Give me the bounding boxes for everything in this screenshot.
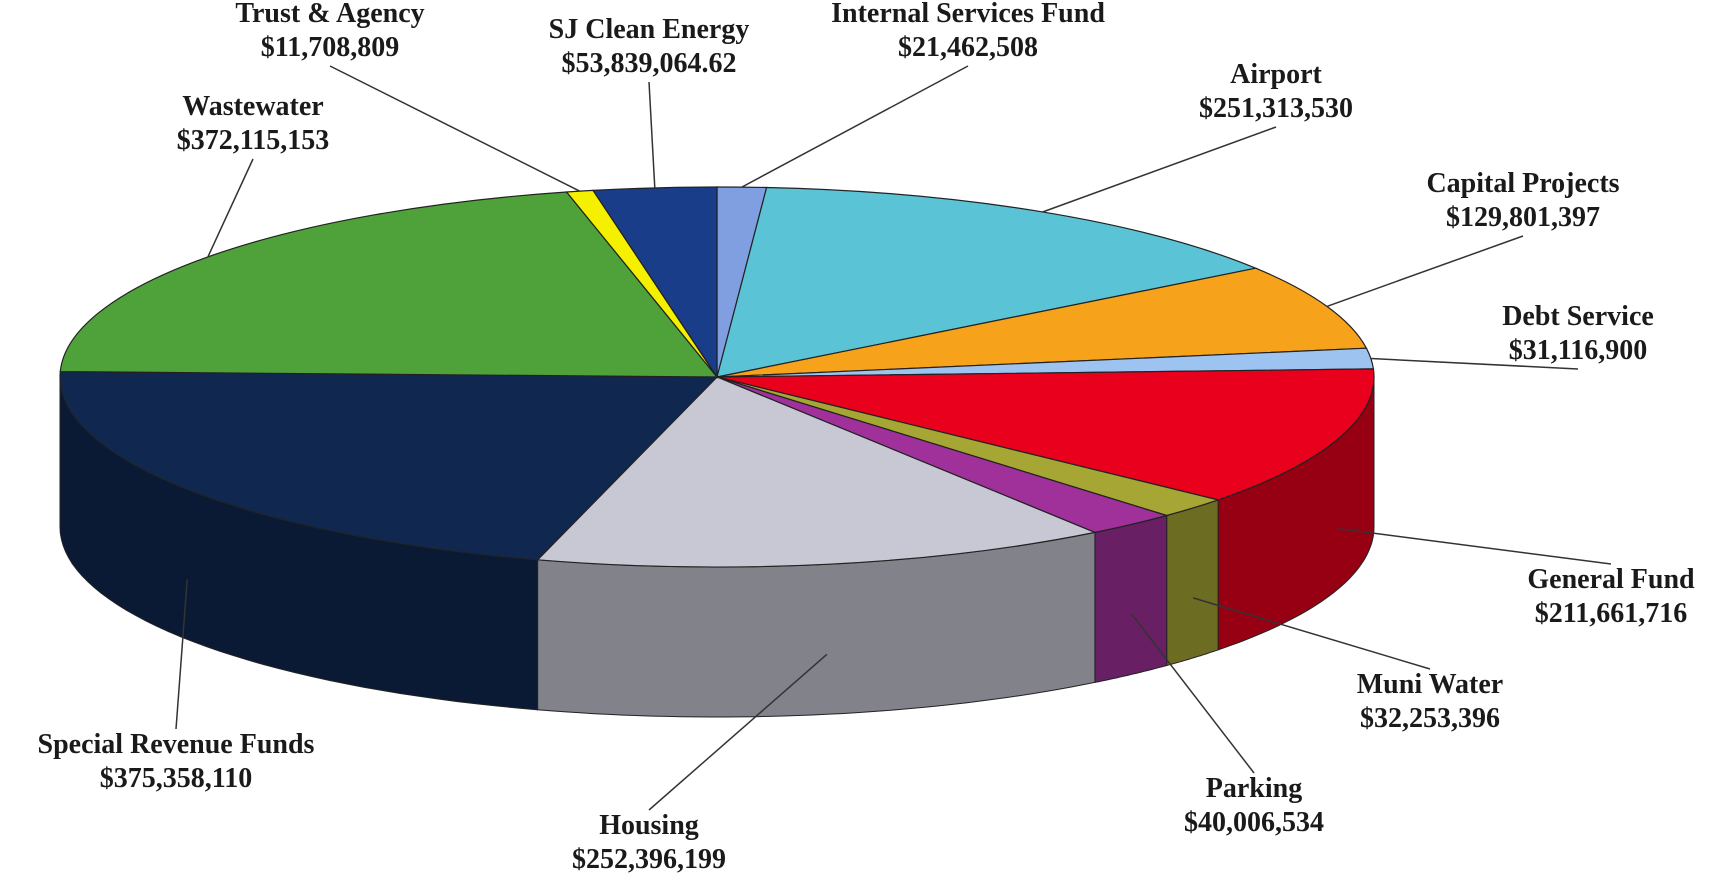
category-name: Parking xyxy=(1206,773,1302,804)
slice xyxy=(716,368,1375,501)
value-label: $251,313,530 xyxy=(1199,93,1353,124)
slice-label: Wastewater $372,115,153 xyxy=(177,91,329,156)
category-name: Airport xyxy=(1230,59,1322,90)
leader-line xyxy=(741,65,969,188)
category-name: Trust & Agency xyxy=(235,0,424,29)
category-name: Internal Services Fund xyxy=(831,0,1105,29)
value-label: $129,801,397 xyxy=(1446,202,1600,233)
category-name: Wastewater xyxy=(182,91,324,122)
value-label: $372,115,153 xyxy=(177,125,329,156)
value-label: $40,006,534 xyxy=(1184,807,1324,838)
category-name: SJ Clean Energy xyxy=(549,14,750,45)
value-label: $11,708,809 xyxy=(261,32,399,63)
slice-label: Airport $251,313,530 xyxy=(1199,59,1353,124)
slice-label: Special Revenue Funds $375,358,110 xyxy=(38,729,315,794)
leader-line xyxy=(1326,235,1524,308)
slice xyxy=(59,191,719,378)
leader-line xyxy=(207,158,254,258)
slice-side xyxy=(1166,499,1219,667)
value-label: $31,116,900 xyxy=(1509,335,1647,366)
leader-line xyxy=(175,579,188,730)
leader-line xyxy=(329,65,581,192)
slice-label: Capital Projects $129,801,397 xyxy=(1426,168,1619,233)
category-name: Muni Water xyxy=(1357,669,1503,700)
value-label: $53,839,064.62 xyxy=(562,48,737,79)
slice xyxy=(716,267,1368,378)
slice-label: Internal Services Fund $21,462,508 xyxy=(831,0,1105,63)
leader-line xyxy=(1131,613,1255,774)
slice xyxy=(59,370,719,561)
value-label: $375,358,110 xyxy=(100,763,252,794)
slice-label: SJ Clean Energy $53,839,064.62 xyxy=(549,14,750,79)
slice-label: Parking $40,006,534 xyxy=(1184,773,1324,838)
category-name: Housing xyxy=(599,810,699,841)
leader-line xyxy=(1192,597,1431,670)
slice xyxy=(716,186,1258,378)
pie-sides xyxy=(59,376,1375,718)
leader-line xyxy=(1042,126,1277,213)
slice-label: Muni Water $32,253,396 xyxy=(1357,669,1503,734)
category-name: Capital Projects xyxy=(1426,168,1619,199)
value-label: $211,661,716 xyxy=(1535,598,1687,629)
slice-label: Trust & Agency $11,708,809 xyxy=(235,0,424,63)
pie-tops xyxy=(59,186,1375,568)
value-label: $32,253,396 xyxy=(1360,703,1500,734)
slice-label: General Fund $211,661,716 xyxy=(1527,564,1695,629)
value-label: $252,396,199 xyxy=(572,844,726,875)
labels: Internal Services Fund $21,462,508 Airport… xyxy=(38,0,1696,875)
category-name: General Fund xyxy=(1527,564,1695,595)
leader-line xyxy=(1338,527,1612,565)
leader-line xyxy=(648,653,828,811)
slice-label: Housing $252,396,199 xyxy=(572,810,726,875)
slice xyxy=(536,376,1097,568)
leader-line xyxy=(1370,357,1579,370)
slice-label: Debt Service $31,116,900 xyxy=(1502,301,1654,366)
value-label: $21,462,508 xyxy=(898,32,1038,63)
slice-side xyxy=(1094,514,1168,684)
leader-line xyxy=(648,81,656,188)
category-name: Special Revenue Funds xyxy=(38,729,315,760)
category-name: Debt Service xyxy=(1502,301,1654,332)
